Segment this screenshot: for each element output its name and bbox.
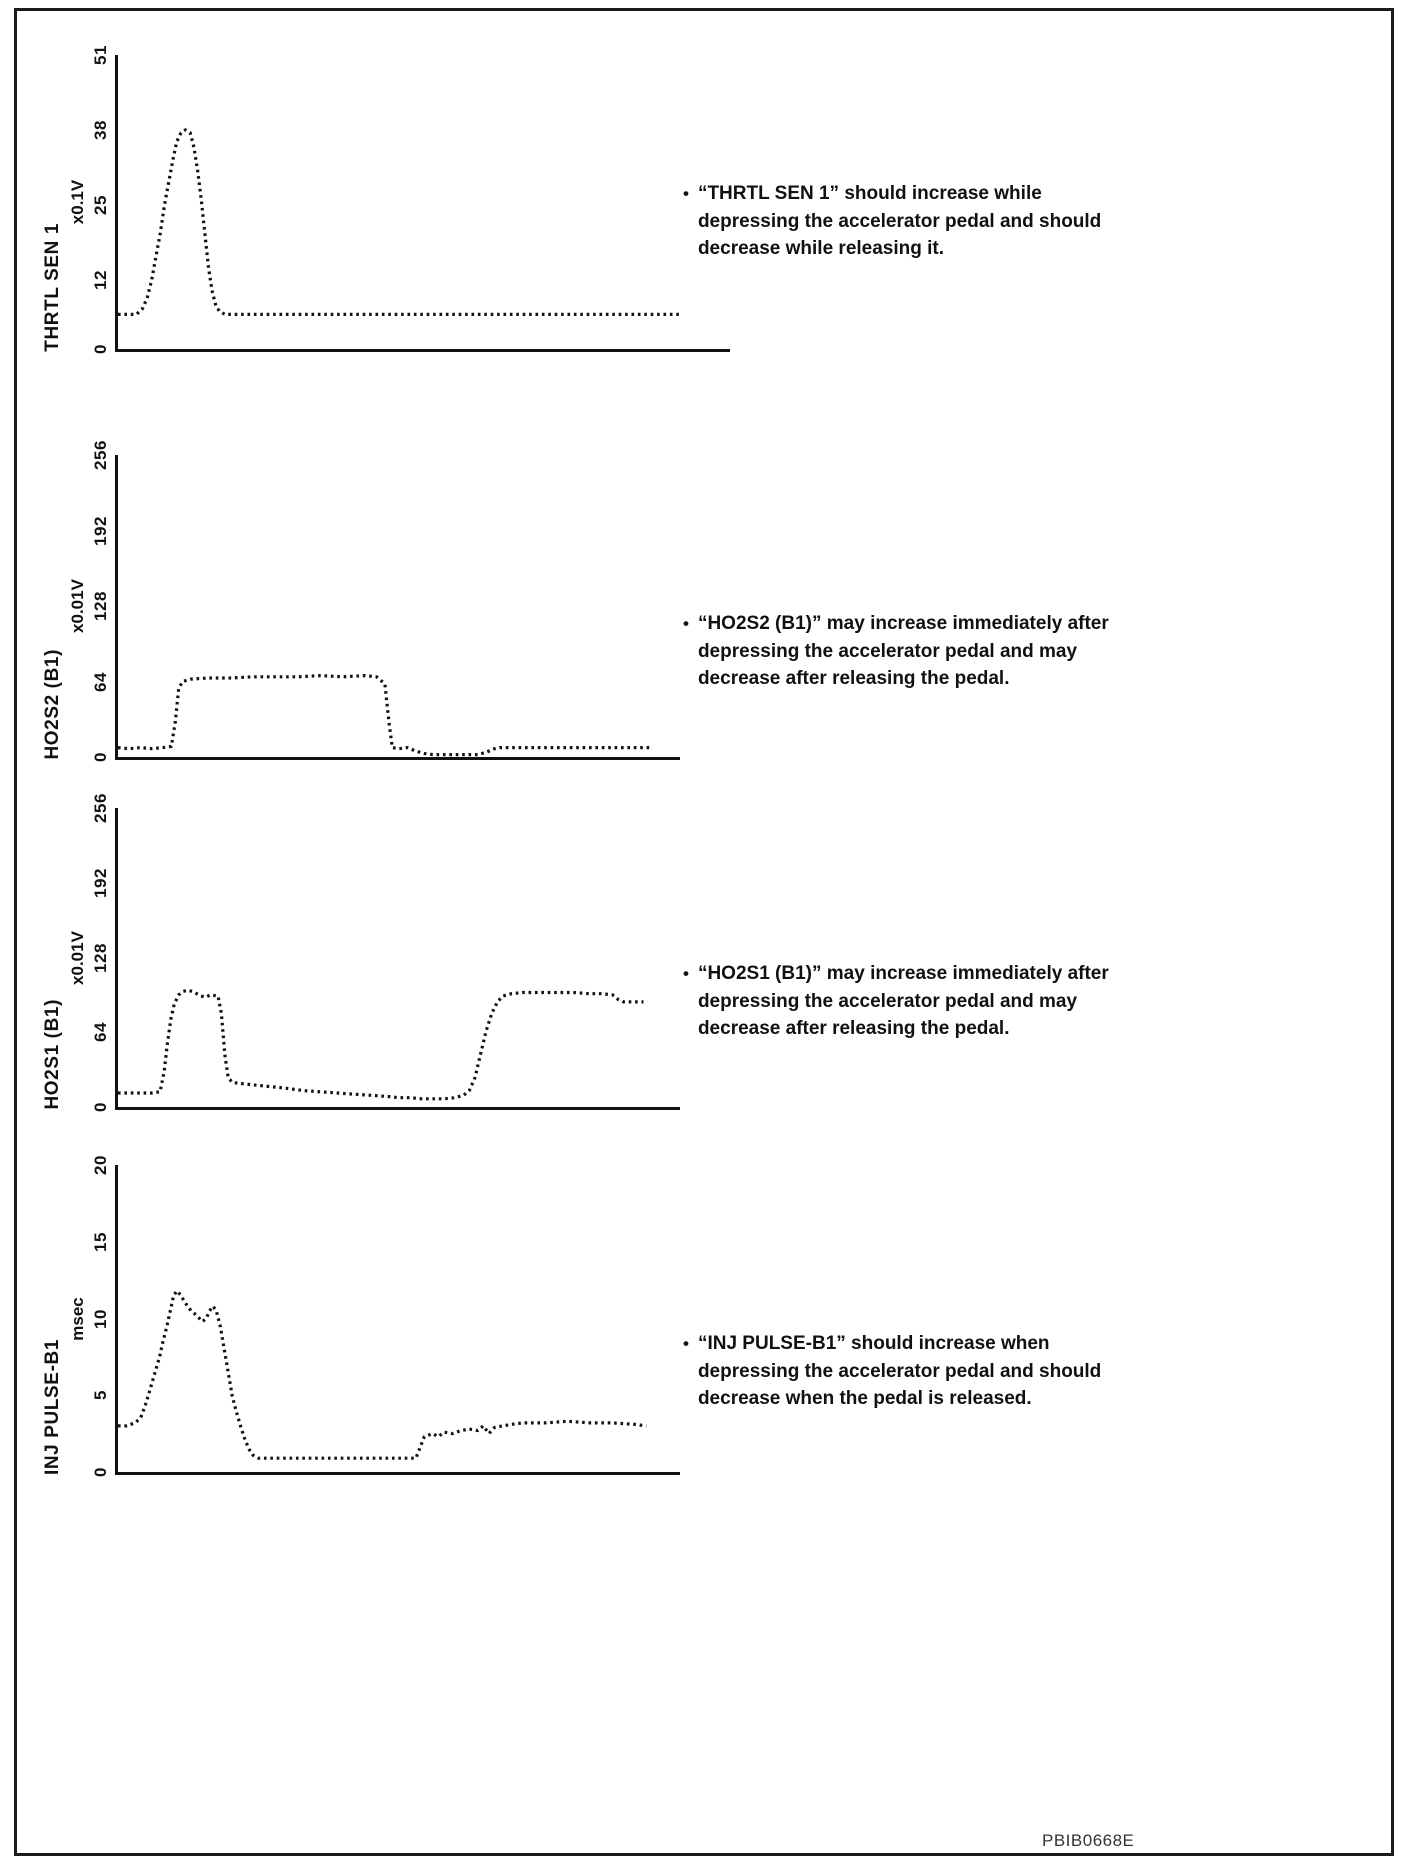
y-tick-label: 0 <box>91 752 110 762</box>
y-axis-unit: x0.01V <box>68 930 87 985</box>
y-tick-label: 64 <box>91 671 110 692</box>
annotation-inj-pulse-b1: • “INJ PULSE-B1” should increase when de… <box>683 1330 1153 1413</box>
y-tick-label: 0 <box>91 1467 110 1477</box>
bullet-icon: • <box>683 184 689 203</box>
y-axis-unit: x0.01V <box>68 579 87 633</box>
y-tick-label: 51 <box>91 45 110 65</box>
trace-thrtl-sen-1 <box>118 128 681 316</box>
annotation-text: “HO2S1 (B1)” may increase immediately af… <box>697 963 1109 1040</box>
trace-ho2s2-b1 <box>117 674 652 757</box>
plot-area-ho2s2-b1: x0.01V HO2S2 (B1) 0 64 128 192 256 <box>42 440 680 762</box>
plot-area-thrtl-sen-1: x0.1V THRTL SEN 1 0 12 25 38 51 <box>42 45 730 354</box>
y-tick-label: 15 <box>91 1231 110 1252</box>
bullet-icon: • <box>683 1334 689 1353</box>
annotation-text: “HO2S2 (B1)” may increase immediately af… <box>697 613 1109 690</box>
annotation-text: “INJ PULSE-B1” should increase when depr… <box>697 1333 1102 1410</box>
y-tick-label: 38 <box>91 119 110 140</box>
trace-ho2s1-b1 <box>118 988 644 1101</box>
y-axis-title: THRTL SEN 1 <box>42 223 63 352</box>
y-axis-title: INJ PULSE-B1 <box>42 1338 63 1475</box>
page-border <box>14 8 1394 1856</box>
y-tick-label: 0 <box>91 344 110 354</box>
y-tick-label: 25 <box>91 194 110 215</box>
annotation-ho2s1-b1: • “HO2S1 (B1)” may increase immediately … <box>683 960 1123 1043</box>
y-tick-label: 192 <box>91 867 110 898</box>
y-tick-label: 128 <box>91 942 110 973</box>
y-axis-title: HO2S2 (B1) <box>42 649 63 760</box>
y-tick-label: 192 <box>91 515 110 546</box>
bullet-icon: • <box>683 614 689 633</box>
figure-code: PBIB0668E <box>1042 1831 1135 1850</box>
y-axis-unit: msec <box>68 1296 87 1341</box>
y-tick-label: 256 <box>91 440 110 470</box>
annotation-ho2s2-b1: • “HO2S2 (B1)” may increase immediately … <box>683 610 1123 693</box>
y-tick-label: 128 <box>91 591 110 621</box>
y-tick-label: 12 <box>91 269 110 290</box>
y-axis-title: HO2S1 (B1) <box>42 999 63 1110</box>
y-tick-label: 256 <box>91 793 110 823</box>
y-tick-label: 20 <box>91 1155 110 1175</box>
y-tick-label: 5 <box>91 1390 110 1401</box>
y-tick-label: 0 <box>91 1102 110 1112</box>
y-axis-unit: x0.1V <box>68 179 87 225</box>
trace-inj-pulse-b1 <box>118 1289 647 1460</box>
annotation-thrtl-sen-1: • “THRTL SEN 1” should increase while de… <box>683 180 1123 263</box>
y-tick-label: 10 <box>91 1308 110 1329</box>
plot-area-ho2s1-b1: x0.01V HO2S1 (B1) 0 64 128 192 256 <box>42 793 680 1112</box>
y-tick-label: 64 <box>91 1022 110 1043</box>
annotation-text: “THRTL SEN 1” should increase while depr… <box>697 183 1102 260</box>
plot-area-inj-pulse-b1: msec INJ PULSE-B1 0 5 10 15 20 <box>42 1155 680 1477</box>
bullet-icon: • <box>683 964 689 983</box>
